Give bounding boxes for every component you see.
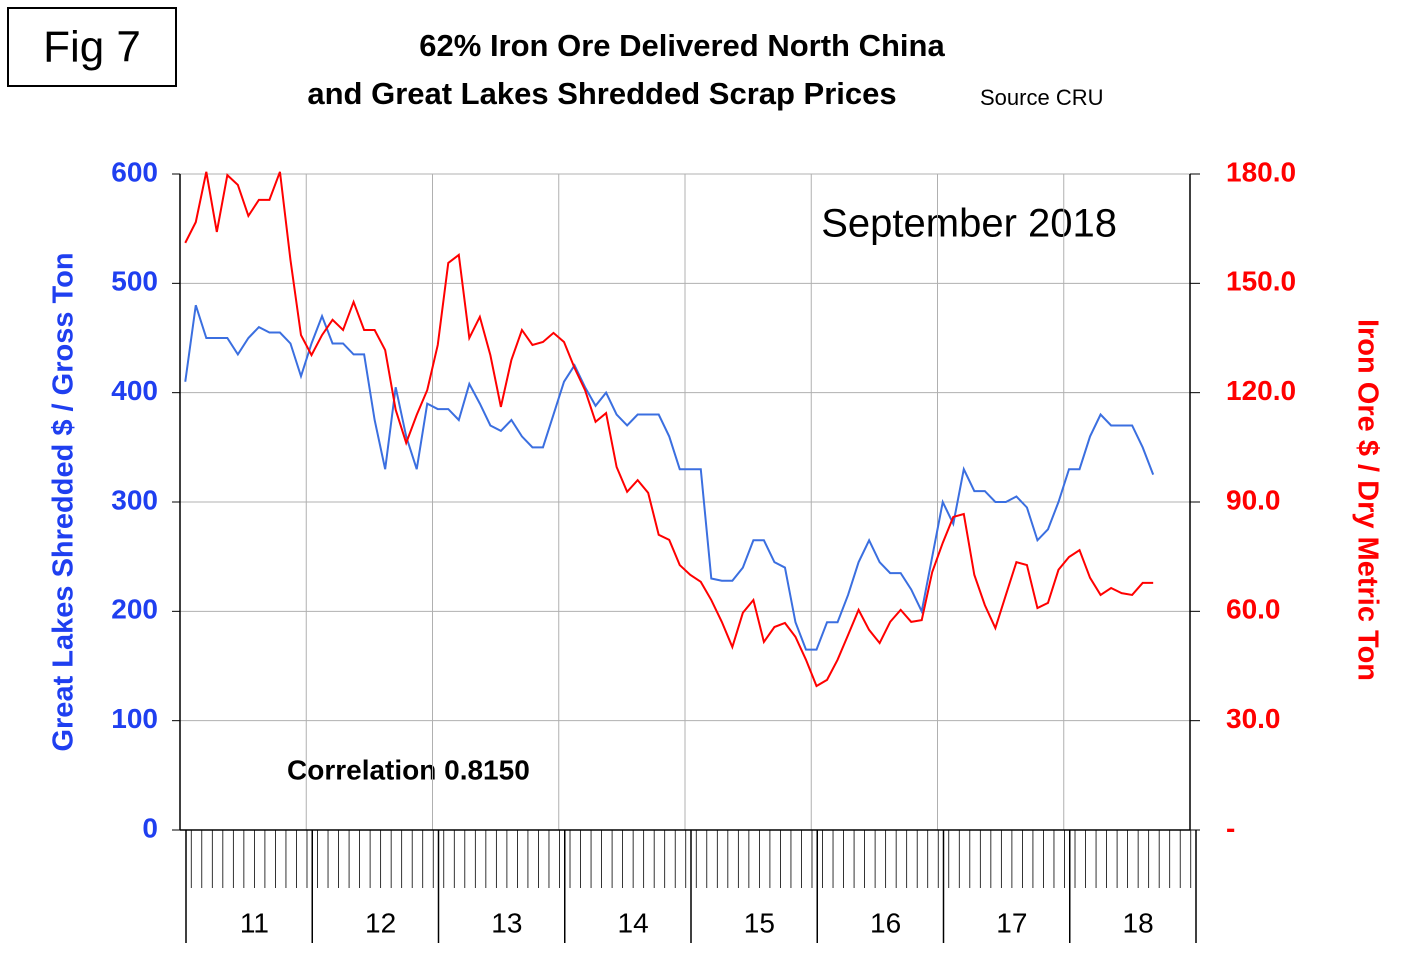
y-tick-label: 400	[111, 375, 158, 406]
y-tick-label: 300	[111, 484, 158, 515]
x-tick-label: 14	[618, 907, 649, 938]
chart-title: 62% Iron Ore Delivered North China	[419, 28, 945, 63]
y-tick-label: 600	[111, 156, 158, 187]
figure-label-box	[7, 7, 177, 87]
x-tick-label: 16	[870, 907, 901, 938]
x-tick-label: 12	[365, 907, 396, 938]
y2-tick-label: 90.0	[1226, 484, 1281, 515]
y2-tick-label: -	[1226, 812, 1235, 843]
annotation: Correlation 0.8150	[287, 754, 530, 785]
x-tick-label: 11	[240, 907, 269, 938]
figure-label: Fig 7	[43, 23, 141, 72]
y2-tick-label: 30.0	[1226, 703, 1281, 734]
y2-tick-label: 60.0	[1226, 594, 1281, 625]
x-tick-label: 13	[491, 907, 522, 938]
y2-axis-label: Iron Ore $ / Dry Metric Ton	[1351, 319, 1383, 681]
chart-title: and Great Lakes Shredded Scrap Prices	[307, 76, 896, 111]
y2-tick-label: 150.0	[1226, 266, 1296, 297]
y-tick-label: 200	[111, 594, 158, 625]
y-tick-label: 500	[111, 266, 158, 297]
y-axis-label: Great Lakes Shredded $ / Gross Ton	[48, 252, 80, 751]
series-line	[184, 171, 1154, 688]
series-line	[184, 304, 1155, 651]
annotation: September 2018	[821, 202, 1117, 246]
y2-tick-label: 120.0	[1226, 375, 1296, 406]
source: Source CRU	[980, 85, 1103, 110]
y2-tick-label: 180.0	[1226, 156, 1296, 187]
y-tick-label: 100	[111, 703, 158, 734]
x-tick-label: 15	[744, 907, 775, 938]
y-tick-label: 0	[142, 812, 158, 843]
x-tick-label: 17	[996, 907, 1027, 938]
x-tick-label: 18	[1123, 907, 1154, 938]
